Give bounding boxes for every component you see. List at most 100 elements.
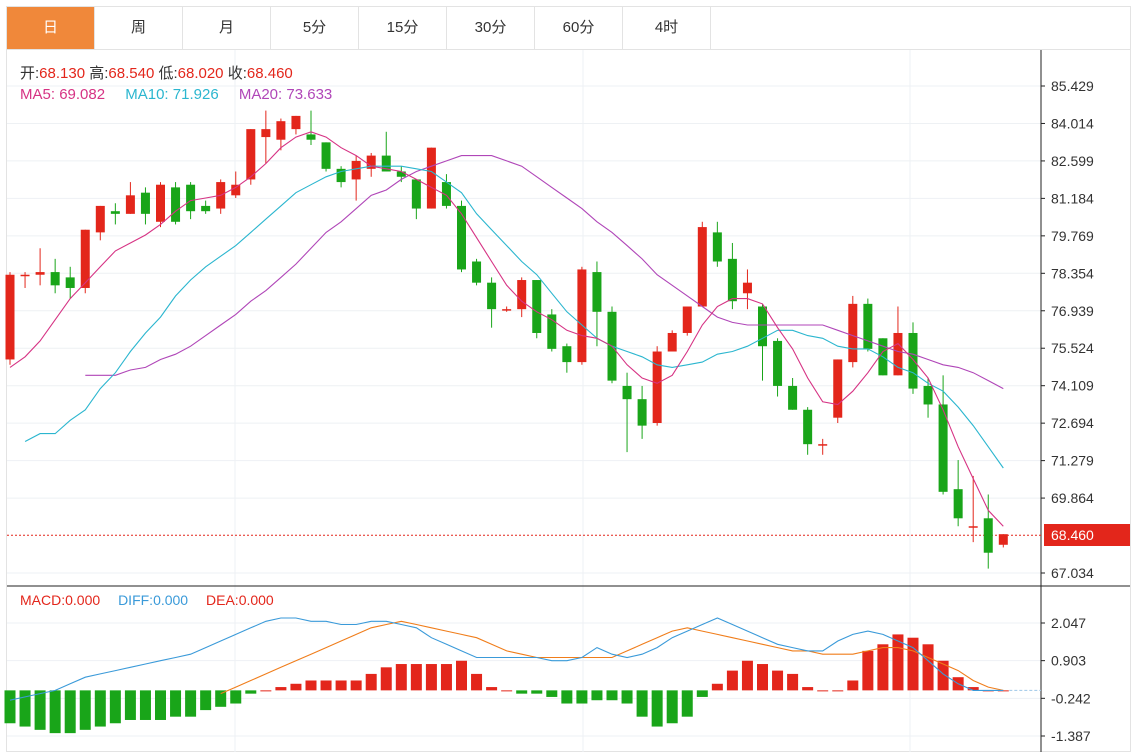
candle-body (80, 229, 90, 288)
last-price-tag: 68.460 (1044, 524, 1130, 546)
candle-body (426, 147, 436, 209)
y-tick-label: 72.694 (1051, 415, 1094, 431)
tab-5min[interactable]: 5分 (271, 7, 359, 49)
high-value: 68.540 (108, 65, 155, 82)
tab-day[interactable]: 日 (7, 7, 95, 49)
macd-bar (757, 664, 768, 691)
tab-60min[interactable]: 60分 (535, 7, 623, 49)
candle-body (637, 399, 647, 426)
macd-bar (365, 673, 377, 691)
macd-bar (711, 683, 723, 691)
macd-bar (471, 673, 483, 691)
candle-body (276, 121, 286, 140)
candle-body (291, 115, 301, 130)
candle-body (396, 171, 406, 177)
macd-bar (139, 690, 151, 720)
macd-bar (576, 690, 588, 704)
y-tick-label: 71.279 (1051, 453, 1094, 469)
macd-bar (922, 644, 934, 691)
ma-readout: MA5: 69.082 MA10: 71.926 MA20: 73.633 (20, 86, 332, 103)
macd-bar (651, 690, 663, 727)
candle-body (487, 282, 497, 310)
open-label: 开: (20, 65, 40, 82)
candle-body (893, 332, 903, 376)
ma10-label: MA10: 71.926 (125, 86, 219, 103)
candle-body (712, 232, 722, 262)
y-tick-label: 82.599 (1051, 153, 1094, 169)
macd-bar (185, 690, 197, 717)
diff-value: 0.000 (153, 592, 189, 608)
macd-bar (456, 660, 467, 691)
macd-bar (531, 690, 543, 694)
tab-week[interactable]: 周 (95, 7, 183, 49)
macd-bar (215, 690, 227, 707)
macd-label: MACD:0.000 (20, 592, 101, 608)
macd-bar (335, 680, 347, 691)
ma5-value: 69.082 (59, 86, 106, 103)
macd-bar (546, 690, 558, 697)
macd-bar (94, 690, 106, 727)
tab-15min[interactable]: 15分 (359, 7, 447, 49)
macd-bar (877, 644, 889, 691)
candle-body (156, 184, 165, 222)
candle-body (472, 261, 482, 283)
low-value: 68.020 (177, 65, 224, 82)
tab-4hour[interactable]: 4时 (623, 7, 711, 49)
macd-bar (4, 690, 16, 724)
candle-body (186, 184, 196, 212)
ma20-label: MA20: 73.633 (238, 86, 333, 103)
macd-bar (19, 690, 31, 727)
candle-body (35, 272, 45, 275)
macd-bar (832, 690, 844, 692)
candle-body (306, 134, 316, 140)
macd-bar (425, 664, 437, 691)
close-label: 收: (227, 65, 247, 82)
y-tick-label: 81.184 (1051, 190, 1094, 206)
ma5-label: MA5: 69.082 (20, 86, 106, 103)
candle-body (351, 160, 361, 180)
macd-bar (621, 690, 633, 704)
macd-bar (862, 650, 874, 691)
candle-body (140, 192, 150, 214)
macd-bar (230, 690, 242, 704)
candle-body (998, 534, 1008, 545)
tab-30min[interactable]: 30分 (447, 7, 535, 49)
candle-body (953, 489, 963, 519)
candle-body (938, 404, 948, 492)
y-tick-label: 75.524 (1051, 340, 1094, 356)
macd-bar (907, 637, 919, 691)
candle-body (457, 205, 466, 270)
y-tick-label: 85.429 (1051, 78, 1094, 94)
macd-bar (124, 690, 136, 720)
macd-bar (501, 690, 513, 692)
candle-body (742, 282, 752, 294)
candle-body (95, 205, 105, 233)
y-tick-label: 69.864 (1051, 490, 1094, 506)
candle-body (562, 346, 572, 363)
candle-body (5, 274, 15, 360)
open-value: 68.130 (39, 65, 86, 82)
ma5-line (9, 131, 1004, 527)
macd-bar (772, 670, 784, 691)
macd-bar (49, 690, 61, 734)
macd-bar (200, 690, 212, 711)
macd-bar (380, 667, 392, 691)
macd-bar (410, 664, 422, 691)
candle-body (682, 306, 692, 333)
candle-body (532, 280, 542, 333)
macd-bar (606, 690, 618, 701)
ma10-line (24, 165, 1004, 469)
macd-bar (741, 660, 753, 691)
candle-body (697, 227, 707, 307)
macd-bar (305, 680, 317, 691)
tab-month[interactable]: 月 (183, 7, 271, 49)
ohlc-readout: 开:68.130 高:68.540 低:68.020 收:68.460 (20, 62, 293, 83)
macd-bar (591, 690, 603, 701)
macd-bar (847, 680, 859, 691)
candle-body (983, 518, 993, 553)
macd-bar (79, 690, 91, 730)
candle-body (110, 211, 120, 214)
candle-body (65, 277, 75, 288)
candle-body (833, 359, 843, 418)
